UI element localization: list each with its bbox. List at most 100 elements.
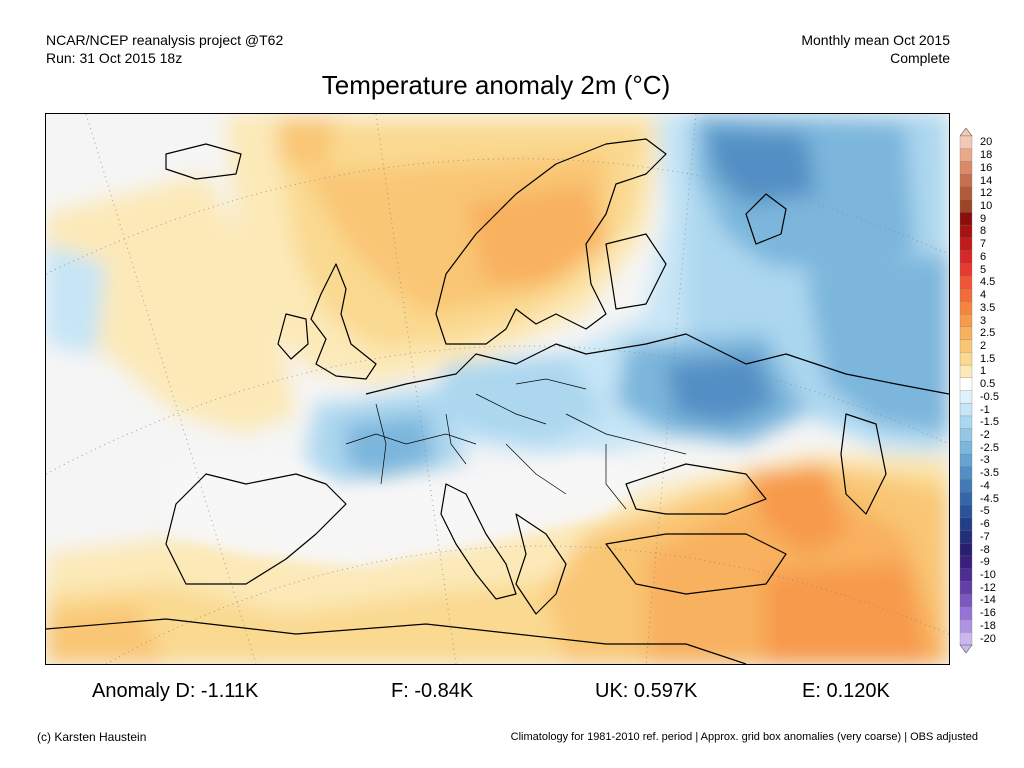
legend-label: 9: [980, 212, 987, 225]
country-borders: [345, 378, 687, 510]
anomaly-field: [46, 114, 949, 664]
legend-swatch: [959, 263, 973, 277]
legend-label: 3: [980, 314, 987, 327]
legend-label: -8: [980, 543, 990, 556]
legend-label: -14: [980, 594, 996, 607]
legend-label: 4.5: [980, 276, 996, 289]
legend-swatch: [959, 415, 973, 430]
legend-label: 5: [980, 263, 987, 276]
run-label: Run: 31 Oct 2015 18z: [46, 50, 183, 66]
legend-label: 1: [980, 365, 987, 378]
legend-swatch: [959, 390, 973, 404]
legend-label: -3: [980, 454, 990, 467]
legend-label: -12: [980, 581, 996, 594]
legend-label: -2.5: [980, 441, 999, 454]
legend-swatch: [959, 199, 973, 213]
legend-label: 0.5: [980, 378, 996, 391]
legend-label: 12: [980, 187, 993, 200]
legend-swatch: [959, 161, 973, 175]
legend-label: 2: [980, 339, 987, 352]
legend-label: 18: [980, 149, 993, 162]
legend-swatch: [959, 568, 973, 582]
legend-swatch: [959, 593, 973, 608]
header-left: NCAR/NCEP reanalysis project @T62 Run: 3…: [46, 31, 283, 67]
legend-swatch: [959, 543, 973, 557]
header-right: Monthly mean Oct 2015 Complete: [801, 31, 950, 67]
legend-label: -4.5: [980, 492, 999, 505]
legend-swatch: [959, 326, 973, 341]
legend-swatch: [959, 517, 973, 532]
legend-swatch: [959, 606, 973, 621]
legend-swatch: [959, 250, 973, 264]
legend-label: -0.5: [980, 390, 999, 403]
legend-label: 7: [980, 238, 987, 251]
legend-swatch: [959, 186, 973, 201]
graticule: [46, 114, 949, 664]
legend-swatch: [959, 619, 973, 633]
legend-swatch: [959, 403, 973, 417]
legend-arrow-up: [959, 127, 973, 137]
legend-label: 16: [980, 161, 993, 174]
legend-swatch: [959, 339, 973, 353]
legend-bar: [959, 127, 973, 654]
legend-swatch: [959, 377, 973, 392]
legend-swatch: [959, 224, 973, 239]
legend-label: 6: [980, 250, 987, 263]
anomaly-map: [45, 113, 950, 665]
legend-label: 10: [980, 199, 993, 212]
legend-label: 20: [980, 136, 993, 149]
legend-swatch: [959, 174, 973, 188]
legend-swatch: [959, 632, 973, 646]
legend-swatch: [959, 364, 973, 379]
stat-f: F: -0.84K: [391, 680, 474, 702]
climatology-note: Climatology for 1981-2010 ref. period | …: [510, 731, 978, 743]
stat-e: E: 0.120K: [802, 680, 890, 702]
status-label: Complete: [890, 50, 950, 66]
legend-label: 4: [980, 289, 987, 302]
stat-anomaly-d: Anomaly D: -1.11K: [92, 680, 259, 702]
anomaly-map-svg: [46, 114, 949, 664]
legend-label: -7: [980, 530, 990, 543]
legend-label: -9: [980, 556, 990, 569]
legend-swatch: [959, 428, 973, 442]
period-label: Monthly mean Oct 2015: [801, 32, 950, 48]
legend-swatch: [959, 466, 973, 481]
legend-label: -2: [980, 429, 990, 442]
legend-label: -10: [980, 569, 996, 581]
legend-label: -16: [980, 607, 996, 620]
legend-swatch: [959, 479, 973, 493]
legend-swatch: [959, 555, 973, 570]
legend-swatch: [959, 504, 973, 519]
legend-label: 14: [980, 174, 993, 187]
legend-swatch: [959, 530, 973, 544]
legend-swatch: [959, 453, 973, 468]
legend-swatch: [959, 313, 973, 328]
legend-label: -3.5: [980, 467, 999, 480]
legend-label: -20: [980, 632, 996, 645]
legend-label: 1.5: [980, 352, 996, 365]
legend-label: -18: [980, 619, 996, 632]
legend-arrow-down: [959, 644, 973, 654]
copyright: (c) Karsten Haustein: [37, 730, 147, 744]
legend-swatch: [959, 352, 973, 366]
map-title: Temperature anomaly 2m (°C): [321, 70, 671, 100]
legend-swatch: [959, 581, 973, 595]
legend-swatch: [959, 135, 973, 150]
legend-swatch: [959, 237, 973, 252]
stat-uk: UK: 0.597K: [595, 680, 698, 702]
model-label: NCAR/NCEP reanalysis project @T62: [46, 32, 284, 48]
legend-label: 8: [980, 225, 987, 238]
legend-label: 3.5: [980, 301, 996, 314]
legend-swatch: [959, 275, 973, 290]
legend-swatch: [959, 212, 973, 226]
legend-label: -5: [980, 505, 990, 518]
legend-swatch: [959, 288, 973, 302]
legend-label: 2.5: [980, 327, 996, 340]
coastlines: [46, 138, 949, 664]
legend-swatch: [959, 148, 973, 163]
legend-swatch: [959, 441, 973, 455]
legend-label: -6: [980, 518, 990, 531]
legend-swatch: [959, 492, 973, 506]
color-legend: 20 18 16 14 12 10 9 8 7 6 5 4.5 4 3.5 3 2.5 2 1.5 1 0.5 -0.5…: [958, 127, 1018, 654]
legend-swatch: [959, 301, 973, 315]
